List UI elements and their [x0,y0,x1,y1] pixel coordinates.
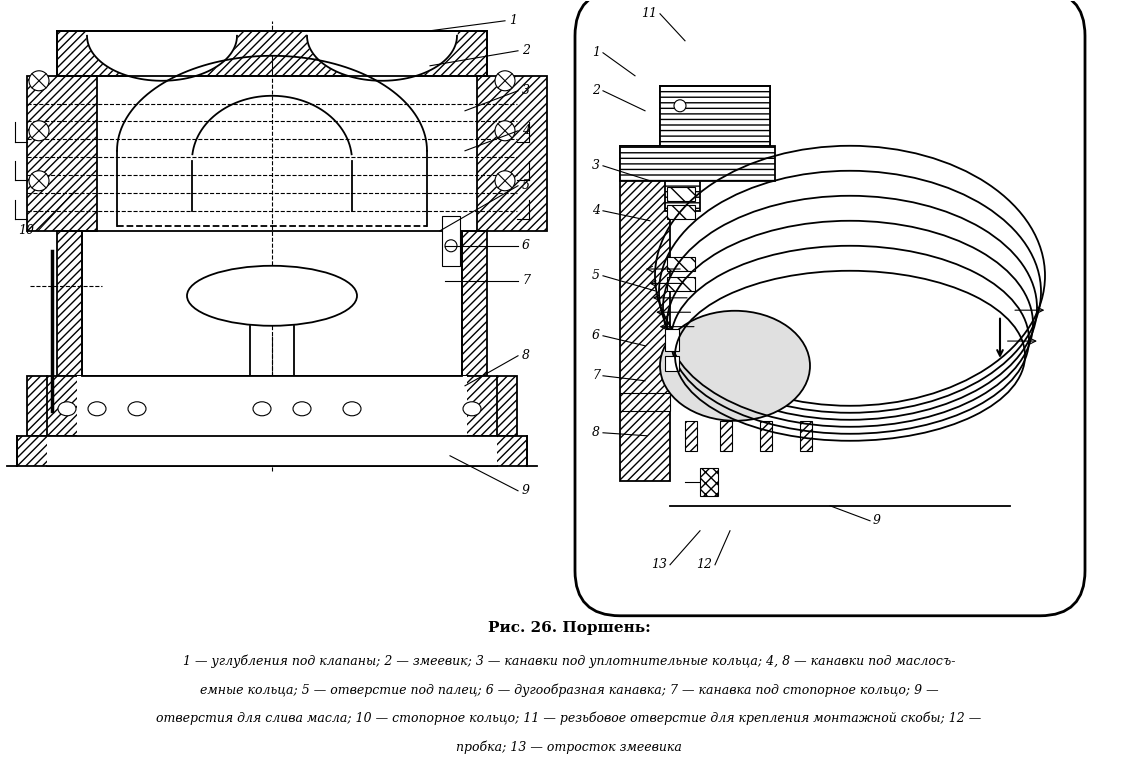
Text: 1 — углубления под клапаны; 2 — змеевик; 3 — канавки под уплотнительные кольца; : 1 — углубления под клапаны; 2 — змеевик;… [183,654,955,668]
Circle shape [495,171,516,191]
Bar [477,76,547,230]
Text: 4: 4 [592,204,600,218]
Text: 8: 8 [592,426,600,440]
Circle shape [445,240,457,252]
Bar [667,277,695,291]
Bar [17,436,527,465]
Text: 9: 9 [522,484,530,497]
Bar [700,468,718,496]
Text: 4: 4 [522,124,530,137]
Circle shape [495,121,516,141]
Text: 2: 2 [522,44,530,58]
Text: 5: 5 [592,269,600,282]
Text: 6: 6 [592,329,600,343]
Text: 6: 6 [522,240,530,252]
Bar [47,436,497,465]
Text: 1: 1 [509,14,517,27]
Bar [620,146,670,481]
Bar [57,230,82,376]
Bar [800,421,813,451]
Bar [720,421,732,451]
Bar [665,356,679,371]
Circle shape [674,100,686,111]
FancyBboxPatch shape [575,0,1085,615]
Bar [667,186,695,201]
Bar [57,31,487,76]
Bar [57,31,487,76]
Text: 11: 11 [641,8,657,20]
Bar [667,257,695,271]
Bar [27,76,97,230]
Bar [667,205,695,219]
Bar [667,205,695,219]
Text: 3: 3 [592,159,600,172]
Bar [462,230,487,376]
Bar [620,393,670,411]
Text: Рис. 26. Поршень:: Рис. 26. Поршень: [487,622,651,635]
Text: 5: 5 [522,180,530,193]
Bar [17,436,527,465]
Bar [27,376,517,436]
Bar [620,146,775,180]
Text: 3: 3 [522,84,530,97]
Text: 10: 10 [18,224,34,237]
Bar [442,216,460,266]
Circle shape [28,121,49,141]
Polygon shape [86,26,237,81]
Bar [685,421,696,451]
Bar [685,421,696,451]
Ellipse shape [463,402,481,416]
Circle shape [28,171,49,191]
Bar [462,230,487,376]
Bar [720,421,732,451]
Ellipse shape [58,402,76,416]
Bar [27,76,97,230]
Bar [660,86,770,146]
Text: 8: 8 [522,349,530,362]
Circle shape [495,70,516,91]
Bar [667,277,695,291]
Ellipse shape [292,402,311,416]
Text: 9: 9 [873,514,881,528]
Bar [667,257,695,271]
Text: 12: 12 [696,559,712,572]
Bar [667,186,695,201]
Text: емные кольца; 5 — отверстие под палец; 6 — дугообразная канавка; 7 — канавка под: емные кольца; 5 — отверстие под палец; 6… [199,683,939,697]
Text: 7: 7 [592,369,600,382]
Text: отверстия для слива масла; 10 — стопорное кольцо; 11 — резьбовое отверстие для к: отверстия для слива масла; 10 — стопорно… [156,712,982,725]
Polygon shape [307,26,457,81]
Bar [800,421,813,451]
Bar [700,468,718,496]
Ellipse shape [88,402,106,416]
Bar [477,76,547,230]
Text: 7: 7 [522,274,530,287]
Text: пробка; 13 — отросток змеевика: пробка; 13 — отросток змеевика [456,741,682,754]
Bar [620,146,775,180]
Circle shape [28,70,49,91]
Ellipse shape [660,311,810,421]
Ellipse shape [127,402,146,416]
Bar [665,180,700,211]
Bar [760,421,772,451]
Bar [665,180,700,211]
Text: 2: 2 [592,84,600,97]
Bar [665,329,679,351]
Bar [620,393,670,411]
Text: 13: 13 [651,559,667,572]
Bar [760,421,772,451]
Ellipse shape [343,402,361,416]
Bar [660,86,770,146]
Ellipse shape [187,266,357,326]
Text: 1: 1 [592,46,600,59]
Bar [27,376,517,436]
Bar [57,230,82,376]
Bar [620,146,670,481]
Bar [77,376,467,436]
Ellipse shape [253,402,271,416]
